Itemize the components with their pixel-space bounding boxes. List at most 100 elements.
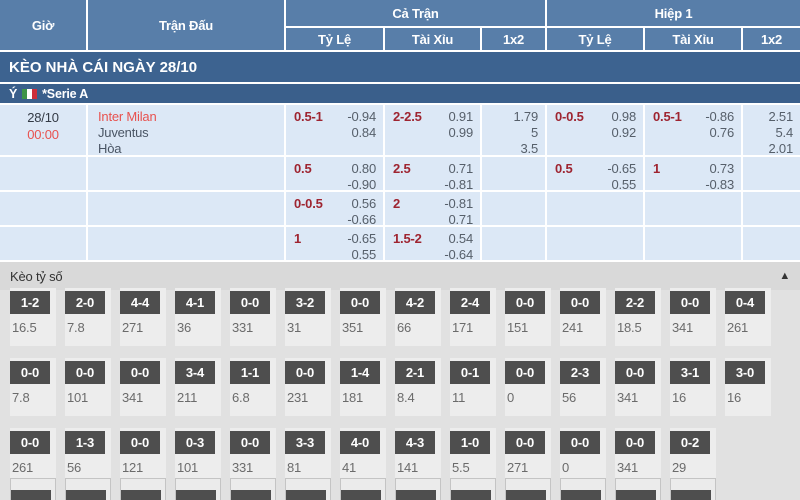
odds-value[interactable]: 2.51: [768, 109, 793, 124]
score-cell[interactable]: 1-0 5.5: [450, 428, 496, 486]
score-cell[interactable]: 4-2 66: [395, 288, 441, 346]
away-team-name[interactable]: Juventus: [98, 125, 149, 140]
score-box[interactable]: 0-0: [230, 291, 270, 314]
score-box[interactable]: [11, 490, 51, 500]
score-cell[interactable]: 0-0 0: [505, 358, 551, 416]
score-box[interactable]: 0-0: [615, 361, 655, 384]
score-cell[interactable]: 3-2 31: [285, 288, 331, 346]
score-box[interactable]: 0-0: [285, 361, 325, 384]
odds-value[interactable]: 0.80: [351, 161, 376, 176]
score-box[interactable]: 0-0: [65, 361, 105, 384]
score-cell[interactable]: 1-3 56: [65, 428, 111, 486]
odds-value[interactable]: 0.71: [448, 161, 473, 176]
score-box[interactable]: [396, 490, 436, 500]
score-cell[interactable]: 0-0 121: [120, 428, 166, 486]
score-box[interactable]: 4-2: [395, 291, 435, 314]
score-cell[interactable]: [560, 478, 606, 500]
score-box[interactable]: [231, 490, 271, 500]
score-box[interactable]: 0-1: [450, 361, 490, 384]
h1-handicap-cell[interactable]: 0.5 -0.65 0.55: [547, 157, 643, 190]
score-box[interactable]: 2-0: [65, 291, 105, 314]
odds-value[interactable]: -0.64: [444, 247, 473, 260]
odds-value[interactable]: -0.81: [444, 196, 473, 211]
score-box[interactable]: 0-4: [725, 291, 765, 314]
odds-value[interactable]: 0.55: [611, 177, 636, 190]
score-box[interactable]: 1-3: [65, 431, 105, 454]
score-box[interactable]: 1-4: [340, 361, 380, 384]
score-cell[interactable]: 0-0 331: [230, 288, 276, 346]
ft-overunder-cell[interactable]: 2 -0.81 0.71: [385, 192, 480, 225]
score-cell[interactable]: 2-0 7.8: [65, 288, 111, 346]
score-cell[interactable]: 0-1 11: [450, 358, 496, 416]
score-box[interactable]: 0-0: [505, 361, 545, 384]
score-box[interactable]: 0-0: [340, 291, 380, 314]
score-cell[interactable]: [65, 478, 111, 500]
score-cell[interactable]: 0-0 261: [10, 428, 56, 486]
home-team-name[interactable]: Inter Milan: [98, 109, 157, 124]
score-cell[interactable]: [395, 478, 441, 500]
score-cell[interactable]: [505, 478, 551, 500]
score-box[interactable]: 2-2: [615, 291, 655, 314]
odds-value[interactable]: -0.65: [607, 161, 636, 176]
score-box[interactable]: [286, 490, 326, 500]
ft-handicap-cell[interactable]: 0.5-1 -0.94 0.84: [286, 105, 383, 155]
score-cell[interactable]: 0-0 241: [560, 288, 606, 346]
score-cell[interactable]: 0-0 231: [285, 358, 331, 416]
score-cell[interactable]: 0-0 341: [615, 358, 661, 416]
score-box[interactable]: 3-0: [725, 361, 765, 384]
score-cell[interactable]: 0-0 331: [230, 428, 276, 486]
odds-value[interactable]: 0.76: [709, 125, 734, 140]
score-cell[interactable]: 3-3 81: [285, 428, 331, 486]
score-box[interactable]: 0-2: [670, 431, 710, 454]
odds-value[interactable]: 0.91: [448, 109, 473, 124]
score-box[interactable]: 1-1: [230, 361, 270, 384]
score-cell[interactable]: [230, 478, 276, 500]
score-cell[interactable]: 0-0 271: [505, 428, 551, 486]
score-box[interactable]: 2-4: [450, 291, 490, 314]
score-box[interactable]: [506, 490, 546, 500]
h1-overunder-cell[interactable]: 1 0.73 -0.83: [645, 157, 741, 190]
ft-handicap-cell[interactable]: 0.5 0.80 -0.90: [286, 157, 383, 190]
odds-value[interactable]: 0.92: [611, 125, 636, 140]
odds-value[interactable]: 0.99: [448, 125, 473, 140]
score-cell[interactable]: [285, 478, 331, 500]
score-box[interactable]: 0-0: [560, 291, 600, 314]
odds-value[interactable]: 0.84: [351, 125, 376, 140]
odds-value[interactable]: 0.55: [351, 247, 376, 260]
score-cell[interactable]: 0-3 101: [175, 428, 221, 486]
odds-value[interactable]: -0.65: [347, 231, 376, 246]
score-cell[interactable]: [450, 478, 496, 500]
odds-value[interactable]: 0.98: [611, 109, 636, 124]
score-box[interactable]: 0-0: [560, 431, 600, 454]
score-box[interactable]: 1-0: [450, 431, 490, 454]
score-box[interactable]: 0-0: [505, 291, 545, 314]
score-cell[interactable]: 2-3 56: [560, 358, 606, 416]
score-cell[interactable]: 2-1 8.4: [395, 358, 441, 416]
score-cell[interactable]: [120, 478, 166, 500]
score-cell[interactable]: 0-0 7.8: [10, 358, 56, 416]
score-box[interactable]: [451, 490, 491, 500]
score-cell[interactable]: 0-0 101: [65, 358, 111, 416]
odds-value[interactable]: 0.54: [448, 231, 473, 246]
score-cell[interactable]: 3-0 16: [725, 358, 771, 416]
league-header[interactable]: Ý *Serie A: [0, 82, 800, 103]
score-box[interactable]: 0-0: [670, 291, 710, 314]
score-cell[interactable]: 1-2 16.5: [10, 288, 56, 346]
score-box[interactable]: 0-0: [230, 431, 270, 454]
score-cell[interactable]: [10, 478, 56, 500]
score-cell[interactable]: [340, 478, 386, 500]
odds-value[interactable]: 0.56: [351, 196, 376, 211]
score-cell[interactable]: 0-4 261: [725, 288, 771, 346]
ft-handicap-cell[interactable]: 0-0.5 0.56 -0.66: [286, 192, 383, 225]
score-box[interactable]: 3-2: [285, 291, 325, 314]
score-box[interactable]: 3-1: [670, 361, 710, 384]
odds-value[interactable]: -0.94: [347, 109, 376, 124]
odds-value[interactable]: 0.73: [709, 161, 734, 176]
ft-handicap-cell[interactable]: 1 -0.65 0.55: [286, 227, 383, 260]
odds-value[interactable]: -0.66: [347, 212, 376, 225]
score-box[interactable]: [561, 490, 601, 500]
score-cell[interactable]: 0-0 341: [120, 358, 166, 416]
score-box[interactable]: 4-1: [175, 291, 215, 314]
score-cell[interactable]: 3-1 16: [670, 358, 716, 416]
h1-overunder-cell[interactable]: 0.5-1 -0.86 0.76: [645, 105, 741, 155]
